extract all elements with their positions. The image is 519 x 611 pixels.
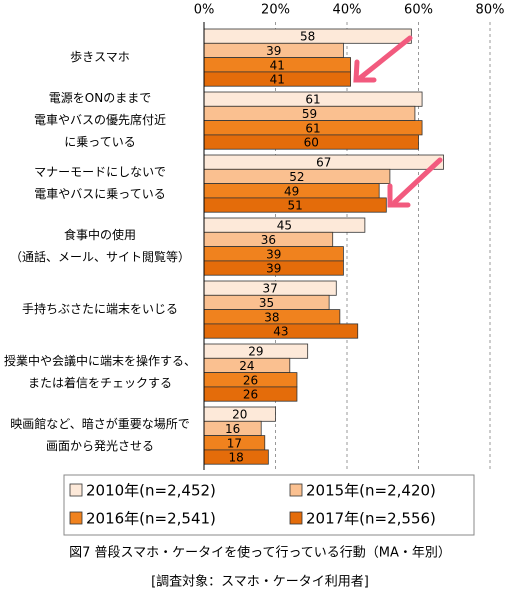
- data-label: 38: [264, 310, 279, 324]
- category-label: 電源をONのままで: [49, 91, 151, 105]
- legend-label: 2016年(n=2,541): [86, 510, 216, 528]
- category-label: （通話、メール、サイト閲覧等）: [10, 249, 190, 264]
- category-label: 電車やバスに乗っている: [34, 187, 165, 201]
- data-label: 61: [305, 121, 320, 135]
- data-label: 16: [225, 422, 240, 436]
- data-label: 41: [270, 73, 285, 87]
- data-label: 43: [273, 325, 288, 339]
- data-label: 61: [305, 93, 320, 107]
- legend-label: 2017年(n=2,556): [306, 510, 436, 528]
- data-label: 45: [277, 219, 292, 233]
- plot: 0% 20% 40% 60% 80%歩きスマホ58394141電源をONのままで電車やバ…: [4, 3, 504, 528]
- data-label: 60: [304, 136, 319, 150]
- category-label: 映画館など、暗さが重要な場所で: [10, 416, 189, 431]
- x-tick-label: 0%: [194, 3, 215, 18]
- legend-box: [63, 474, 475, 536]
- category-label: 歩きスマホ: [70, 49, 130, 64]
- data-label: 41: [270, 58, 285, 72]
- data-label: 18: [229, 451, 244, 465]
- data-label: 59: [302, 107, 317, 121]
- category-label: 授業中や会議中に端末を操作する、: [4, 353, 196, 368]
- data-label: 49: [284, 184, 299, 198]
- data-label: 39: [266, 44, 281, 58]
- legend-swatch: [289, 483, 303, 497]
- data-label: 29: [248, 345, 263, 359]
- category-label: 画面から発光させる: [46, 439, 154, 453]
- arrow: [353, 35, 443, 208]
- x-tick-label: 40%: [333, 3, 362, 18]
- legend-swatch: [69, 511, 83, 525]
- category-label: 食事中の使用: [64, 227, 136, 242]
- category-label: 手持ちぶさたに端末をいじる: [22, 301, 178, 316]
- legend-label: 2015年(n=2,420): [306, 482, 436, 500]
- data-label: 37: [262, 282, 277, 296]
- x-tick-label: 80%: [476, 3, 505, 18]
- category-label: に乗っている: [64, 135, 135, 149]
- data-label: 17: [227, 436, 242, 450]
- data-label: 39: [266, 247, 281, 261]
- chart-subtitle: [調査対象：スマホ・ケータイ利用者]: [151, 575, 369, 590]
- x-tick-label: 60%: [404, 3, 433, 18]
- data-label: 52: [289, 170, 304, 184]
- data-label: 24: [239, 359, 254, 373]
- category-label: 電車やバスの優先席付近: [34, 112, 166, 127]
- x-tick-label: 20%: [261, 3, 290, 18]
- chart-title: 図7 普段スマホ・ケータイを使って行っている行動（MA・年別）: [69, 545, 451, 561]
- legend-swatch: [69, 483, 83, 497]
- legend-swatch: [289, 511, 303, 525]
- data-label: 67: [316, 156, 331, 170]
- data-label: 36: [261, 233, 276, 247]
- data-label: 20: [232, 408, 247, 422]
- category-label: マナーモードにしないで: [34, 165, 166, 179]
- data-label: 26: [243, 388, 258, 402]
- data-label: 26: [243, 373, 258, 387]
- legend-label: 2010年(n=2,452): [86, 482, 216, 500]
- category-label: または着信をチェックする: [28, 375, 172, 390]
- data-label: 51: [288, 199, 303, 213]
- data-label: 58: [300, 30, 315, 44]
- data-label: 35: [259, 296, 274, 310]
- data-label: 39: [266, 262, 281, 276]
